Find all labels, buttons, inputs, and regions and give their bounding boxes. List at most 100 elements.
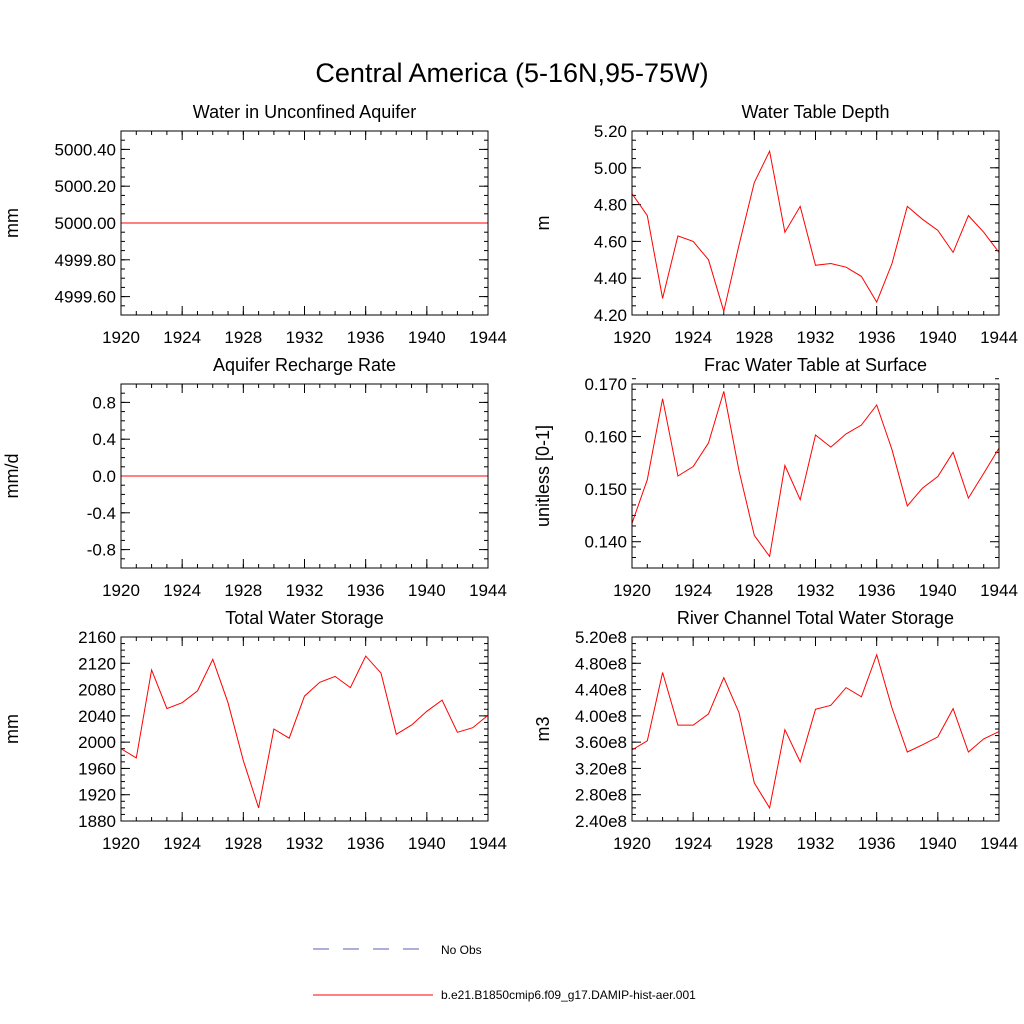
y-tick-label: 2000: [78, 733, 116, 752]
y-tick-label: 4999.60: [55, 288, 116, 307]
x-tick-label: 1928: [224, 834, 262, 853]
x-tick-label: 1924: [163, 834, 201, 853]
x-tick-label: 1936: [347, 328, 385, 347]
y-tick-label: 2120: [78, 654, 116, 673]
y-tick-label: 3.20e8: [575, 759, 627, 778]
y-tick-label: 0.150: [584, 480, 627, 499]
x-tick-label: 1932: [286, 834, 324, 853]
chart-panel-6: River Channel Total Water Storage m3 1920 1…: [533, 608, 1018, 853]
x-tick-label: 1928: [735, 834, 773, 853]
y-tick-label: 0.0: [92, 467, 116, 486]
x-tick-label: 1924: [674, 581, 712, 600]
y-tick-label: 2080: [78, 681, 116, 700]
y-axis-label: m: [533, 216, 553, 231]
y-tick-label: 0.160: [584, 428, 627, 447]
x-tick-label: 1932: [797, 581, 835, 600]
panel-title: Water in Unconfined Aquifer: [193, 102, 416, 122]
x-tick-label: 1944: [980, 328, 1018, 347]
x-tick-label: 1936: [858, 834, 896, 853]
panel-title: Aquifer Recharge Rate: [213, 355, 396, 375]
x-tick-label: 1928: [735, 328, 773, 347]
y-axis-label: mm: [2, 208, 22, 238]
y-tick-label: 4.40: [594, 269, 627, 288]
x-tick-label: 1936: [858, 581, 896, 600]
plot-frame: [120, 383, 489, 569]
y-tick-label: 4.40e8: [575, 681, 627, 700]
series-line: [631, 149, 1000, 314]
series-line: [631, 391, 1000, 558]
x-tick-label: 1940: [919, 834, 957, 853]
y-axis-label: m3: [533, 716, 553, 741]
x-tick-label: 1940: [408, 581, 446, 600]
legend-label-model: b.e21.B1850cmip6.f09_g17.DAMIP-hist-aer.…: [441, 988, 696, 1002]
y-axis-label: unitless [0-1]: [533, 425, 553, 527]
panel-title: Total Water Storage: [225, 608, 383, 628]
x-tick-label: 1920: [102, 328, 140, 347]
x-tick-label: 1944: [469, 834, 507, 853]
x-tick-label: 1924: [674, 328, 712, 347]
x-tick-label: 1928: [224, 328, 262, 347]
y-tick-label: 2.80e8: [575, 786, 627, 805]
x-tick-label: 1940: [919, 581, 957, 600]
y-tick-label: -0.4: [87, 504, 116, 523]
panel-title: Water Table Depth: [741, 102, 889, 122]
y-axis-label: mm: [2, 714, 22, 744]
y-tick-label: 4.60: [594, 232, 627, 251]
y-tick-label: 4.20: [594, 306, 627, 325]
y-tick-label: 3.60e8: [575, 733, 627, 752]
series-line: [120, 655, 489, 809]
x-tick-label: 1932: [797, 834, 835, 853]
x-tick-label: 1940: [408, 834, 446, 853]
plot-frame: [631, 636, 1000, 822]
chart-panel-2: Water Table Depth m 1920 1924 1928 1932 1936 19…: [533, 102, 1018, 347]
y-tick-label: 0.170: [584, 375, 627, 394]
x-tick-label: 1944: [980, 834, 1018, 853]
chart-panel-5: Total Water Storage mm 1920 1924 1928 1932 193…: [2, 608, 507, 853]
x-tick-label: 1932: [797, 328, 835, 347]
y-tick-label: 4.80e8: [575, 654, 627, 673]
y-tick-label: 4.00e8: [575, 707, 627, 726]
x-tick-label: 1940: [408, 328, 446, 347]
chart-panel-4: Frac Water Table at Surface unitless [0-1…: [533, 355, 1018, 600]
x-tick-label: 1936: [347, 581, 385, 600]
x-tick-label: 1920: [102, 834, 140, 853]
figure-title: Central America (5-16N,95-75W): [315, 58, 708, 88]
plot-frame: [631, 130, 1000, 316]
y-tick-label: 0.8: [92, 393, 116, 412]
x-tick-label: 1928: [735, 581, 773, 600]
panel-grid: Water in Unconfined Aquifer mm 1920 1924 192…: [2, 102, 1018, 853]
panel-title: River Channel Total Water Storage: [677, 608, 954, 628]
y-tick-label: 5.20: [594, 122, 627, 141]
y-tick-label: 0.140: [584, 533, 627, 552]
chart-panel-1: Water in Unconfined Aquifer mm 1920 1924 192…: [2, 102, 507, 347]
x-tick-label: 1936: [347, 834, 385, 853]
y-tick-label: 1880: [78, 812, 116, 831]
x-tick-label: 1932: [286, 581, 324, 600]
legend-label-no-obs: No Obs: [441, 943, 482, 957]
y-tick-label: 1920: [78, 786, 116, 805]
y-tick-label: 1960: [78, 759, 116, 778]
x-tick-label: 1920: [613, 834, 651, 853]
plot-frame: [631, 383, 1000, 569]
x-tick-label: 1940: [919, 328, 957, 347]
x-tick-label: 1924: [163, 581, 201, 600]
y-tick-label: 5.20e8: [575, 628, 627, 647]
x-tick-label: 1944: [980, 581, 1018, 600]
x-tick-label: 1920: [102, 581, 140, 600]
x-tick-label: 1944: [469, 328, 507, 347]
plot-frame: [120, 636, 489, 822]
y-tick-label: 5000.40: [55, 140, 116, 159]
y-tick-label: 2160: [78, 628, 116, 647]
legend: No Obs b.e21.B1850cmip6.f09_g17.DAMIP-hi…: [313, 943, 696, 1002]
y-axis-label: mm/d: [2, 454, 22, 499]
y-tick-label: 5.00: [594, 159, 627, 178]
x-tick-label: 1924: [674, 834, 712, 853]
y-tick-label: 4.80: [594, 196, 627, 215]
x-tick-label: 1920: [613, 328, 651, 347]
y-tick-label: 2040: [78, 707, 116, 726]
y-tick-label: 5000.20: [55, 177, 116, 196]
x-tick-label: 1924: [163, 328, 201, 347]
chart-panel-3: Aquifer Recharge Rate mm/d 1920 1924 1928 193…: [2, 355, 507, 600]
y-tick-label: 2.40e8: [575, 812, 627, 831]
